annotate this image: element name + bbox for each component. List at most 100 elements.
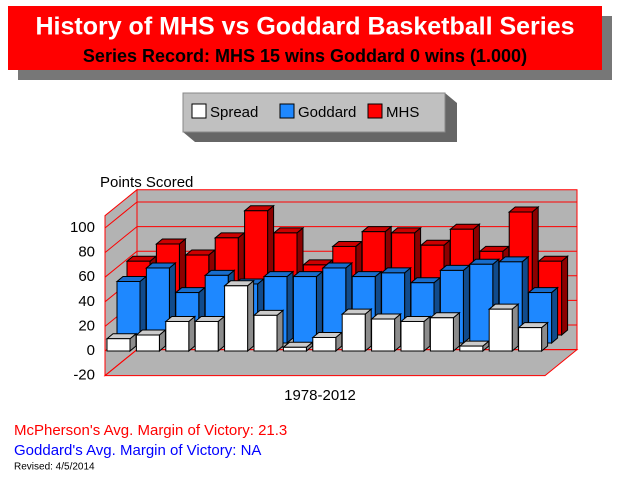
y-axis-label: Points Scored — [100, 174, 193, 191]
bar — [194, 320, 219, 352]
bar-top — [409, 277, 442, 284]
bar-group — [487, 303, 520, 353]
y-tick-label: 100 — [70, 219, 95, 236]
legend-swatch — [191, 103, 207, 119]
y-tick-label: 60 — [78, 268, 95, 285]
bar-top — [497, 256, 530, 263]
bar-top — [360, 226, 393, 233]
bar-top — [145, 262, 177, 269]
legend-label: Goddard — [298, 104, 356, 121]
bar-top — [350, 271, 383, 278]
floor — [103, 349, 579, 377]
legend-swatch — [279, 103, 295, 119]
bar-side — [511, 303, 519, 353]
bar-side — [394, 312, 402, 353]
bar-top — [292, 271, 324, 278]
bar-side — [247, 279, 255, 353]
bar-group — [135, 328, 167, 353]
grid-line — [104, 226, 138, 253]
bar-side — [462, 264, 470, 345]
bar-top — [125, 255, 158, 262]
bar — [488, 308, 513, 352]
annotation: Goddard's Avg. Margin of Victory: NA — [14, 442, 261, 459]
bar-side — [217, 315, 225, 353]
legend-label: MHS — [386, 104, 419, 121]
bar-top — [390, 227, 422, 234]
bar-group — [429, 311, 461, 353]
bar-top — [213, 232, 246, 239]
bar-top — [439, 264, 471, 271]
grid-line — [104, 250, 138, 278]
bar-group — [321, 261, 354, 345]
y-tick-label: 80 — [78, 244, 95, 261]
annotation: McPherson's Avg. Margin of Victory: 21.3 — [14, 422, 287, 439]
bar — [224, 285, 249, 352]
bar-top — [468, 258, 501, 265]
bar-top — [399, 315, 432, 322]
bar-top — [458, 340, 491, 347]
bar-group — [252, 309, 285, 353]
bar-group — [340, 308, 373, 353]
bar-group — [311, 331, 344, 353]
bar-group — [517, 321, 549, 353]
bar-top — [203, 269, 236, 276]
bar-top — [282, 341, 314, 348]
bar-top — [243, 205, 275, 212]
bar-side — [188, 315, 196, 353]
bar-top — [311, 331, 344, 338]
bar-group — [292, 270, 324, 345]
bar-top — [340, 308, 373, 315]
bar — [135, 334, 160, 352]
bar-side — [452, 311, 460, 353]
bar-top — [380, 267, 412, 274]
bar-top — [223, 280, 255, 287]
bar-top — [429, 312, 461, 319]
bar-group — [370, 312, 402, 353]
annotation: Revised: 4/5/2014 — [14, 462, 95, 473]
bar-side — [276, 309, 284, 353]
bar-top — [174, 287, 207, 294]
bar-top — [155, 238, 187, 245]
y-tick-label: 20 — [78, 317, 95, 334]
bar-group — [399, 315, 432, 353]
bar-top — [478, 245, 511, 252]
bar-top — [449, 223, 481, 230]
bar-top — [321, 262, 354, 269]
bar-top — [517, 322, 549, 329]
bar-top — [262, 271, 295, 278]
grid-line — [104, 349, 138, 376]
title-box — [8, 6, 602, 70]
bar-side — [423, 315, 431, 353]
y-tick-label: 0 — [87, 342, 95, 359]
bar — [253, 314, 278, 352]
bar-top — [331, 240, 364, 247]
y-tick-label: -20 — [73, 367, 95, 384]
x-axis-label: 1978-2012 — [284, 387, 356, 404]
bar-group — [105, 332, 138, 353]
bar-top — [193, 315, 226, 322]
bar — [429, 317, 454, 352]
bar-top — [135, 329, 167, 336]
bar-top — [252, 309, 285, 316]
bar-group — [458, 340, 491, 353]
bar-side — [561, 255, 569, 337]
bar — [341, 313, 366, 352]
bar — [312, 336, 337, 352]
bar — [106, 338, 131, 352]
legend: Spread Goddard MHS — [191, 103, 419, 121]
bar-side — [551, 286, 559, 345]
bar-top — [272, 227, 305, 234]
chart-subtitle: Series Record: MHS 15 wins Goddard 0 win… — [83, 46, 527, 66]
bar — [518, 327, 543, 352]
bar-side — [286, 270, 294, 345]
bar — [165, 320, 190, 352]
bar-top — [527, 287, 559, 294]
bar-top — [105, 333, 138, 340]
bar — [459, 345, 484, 352]
bar-top — [164, 315, 197, 322]
chart-title: History of MHS vs Goddard Basketball Ser… — [35, 13, 574, 41]
bar-group — [193, 315, 226, 353]
bar-side — [364, 308, 372, 353]
bar-top — [184, 249, 217, 256]
